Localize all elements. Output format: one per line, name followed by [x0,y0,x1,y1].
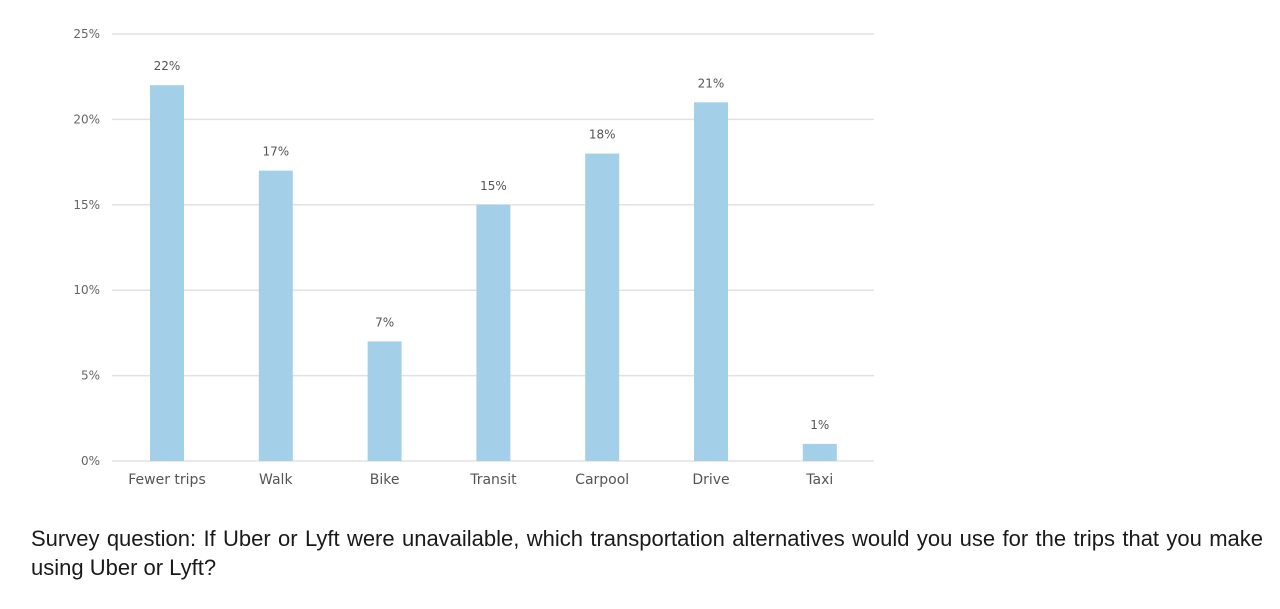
category-label: Walk [259,472,293,488]
bar [150,85,184,462]
data-label: 17% [262,145,289,159]
category-label: Drive [692,472,729,488]
survey-question-caption: Survey question: If Uber or Lyft were un… [31,526,1263,580]
category-labels: Fewer trips Walk Bike Transit Carpool Drive Ta… [128,472,833,488]
y-tick-label: 25% [73,27,100,41]
data-label: 15% [480,179,507,193]
bar [476,204,511,462]
bar [802,443,837,461]
data-label: 18% [589,128,616,142]
y-tick-label: 0% [81,454,100,468]
category-label: Fewer trips [128,472,206,488]
y-tick-label: 15% [73,198,100,212]
data-label: 21% [698,76,725,90]
category-label: Carpool [575,472,629,488]
bar-chart: 0% 5% 10% 15% 20% 25% 22% 17% 7% 15% 18% 21% 1% Few… [73,27,874,488]
data-label: 1% [810,418,829,432]
category-label: Taxi [805,472,833,488]
y-tick-label: 10% [73,283,100,297]
bar [258,170,293,461]
bars [150,85,837,462]
bar [367,341,402,461]
y-tick-label: 20% [73,112,100,126]
y-tick-label: 5% [81,369,100,383]
data-label: 7% [375,315,394,329]
bar [694,102,728,461]
category-label: Transit [469,472,517,488]
category-label: Bike [370,472,400,488]
bar [585,153,620,461]
y-axis-ticks: 0% 5% 10% 15% 20% 25% [73,27,100,468]
data-label: 22% [154,59,181,73]
data-labels: 22% 17% 7% 15% 18% 21% 1% [154,59,830,432]
